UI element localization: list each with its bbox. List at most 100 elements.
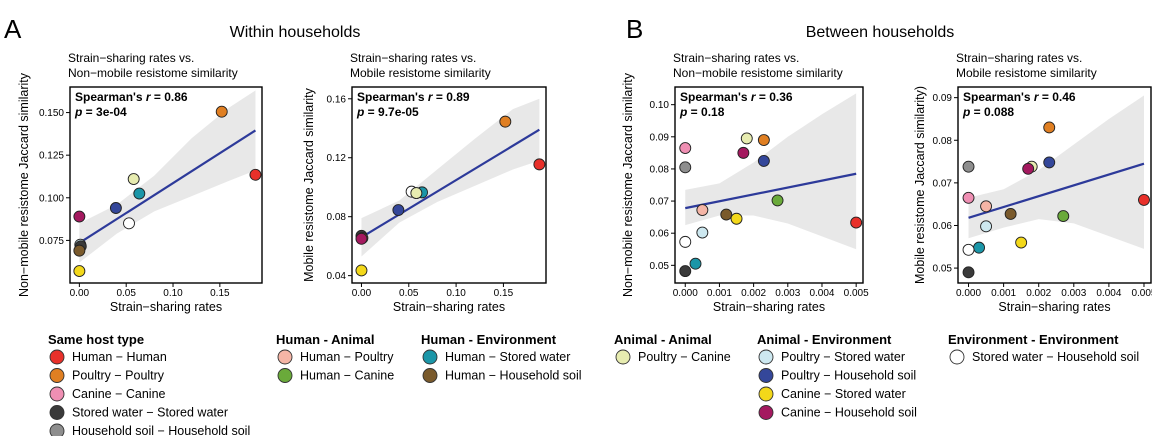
plot-frame bbox=[69, 86, 263, 284]
x-tick-label: 0.002 bbox=[741, 288, 766, 299]
legend-group-5: Animal - Environment Poultry − Stored wat… bbox=[757, 332, 917, 420]
confidence-band bbox=[361, 98, 540, 257]
y-tick-label: 0.08 bbox=[327, 212, 347, 223]
legend-swatch-hw bbox=[422, 349, 438, 365]
y-tick-label: 0.05 bbox=[650, 261, 670, 272]
regression-line bbox=[360, 128, 540, 239]
scatter-plot-1: Strain−sharing rates vs.Non−mobile resis… bbox=[17, 51, 263, 314]
regression-line bbox=[78, 129, 257, 244]
p-value: p = 0.18 bbox=[679, 105, 725, 119]
legend-group-3: Human - Environment Human − Stored water H… bbox=[421, 332, 582, 383]
legend-swatch-cc bbox=[49, 386, 65, 402]
regression-line bbox=[968, 162, 1145, 219]
legend-label-cc: Canine − Canine bbox=[72, 387, 166, 401]
p-value: p = 3e-04 bbox=[74, 105, 127, 119]
point-ps bbox=[1043, 156, 1056, 169]
x-tick-label: 0.001 bbox=[707, 288, 732, 299]
scatter-plot-4: Strain−sharing rates vs.Mobile resistome… bbox=[913, 51, 1152, 314]
plot-title-line1: Strain−sharing rates vs. bbox=[956, 51, 1082, 65]
x-tick-label: 0.15 bbox=[210, 288, 230, 299]
y-tick-label: 0.06 bbox=[650, 229, 670, 240]
plot-title-line2: Non−mobile resistome similarity bbox=[68, 66, 238, 80]
y-tick-label: 0.06 bbox=[933, 221, 953, 232]
point-cs bbox=[1022, 162, 1035, 175]
spearman-r: Spearman's r = 0.89 bbox=[357, 90, 470, 104]
legend: Same host type Human − Human Poultry − Pou… bbox=[48, 332, 1139, 436]
plot-frame bbox=[957, 86, 1152, 284]
point-cw bbox=[355, 264, 368, 277]
y-axis-label: Non−mobile resistome Jaccard similarity bbox=[621, 72, 635, 297]
legend-label-hw: Human − Stored water bbox=[445, 350, 570, 364]
point-cw bbox=[1015, 236, 1028, 249]
y-tick-label: 0.05 bbox=[933, 264, 953, 275]
point-cs bbox=[355, 232, 368, 245]
y-tick-label: 0.100 bbox=[39, 193, 64, 204]
legend-label-hp: Human − Poultry bbox=[300, 350, 394, 364]
y-tick-label: 0.09 bbox=[650, 132, 670, 143]
regression-line bbox=[685, 172, 857, 210]
y-tick-label: 0.08 bbox=[650, 164, 670, 175]
point-hh bbox=[533, 158, 546, 171]
legend-label-pw: Poultry − Stored water bbox=[781, 350, 905, 364]
panel-b-title: Between households bbox=[806, 24, 955, 41]
point-hs bbox=[73, 244, 86, 257]
legend-label-ss: Household soil − Household soil bbox=[72, 424, 250, 436]
legend-group-title: Same host type bbox=[48, 332, 144, 347]
legend-label-hh: Human − Human bbox=[72, 350, 167, 364]
panel-a-letter: A bbox=[4, 14, 22, 44]
y-tick-label: 0.09 bbox=[933, 93, 953, 104]
y-tick-label: 0.075 bbox=[39, 236, 64, 247]
x-tick-label: 0.000 bbox=[673, 288, 698, 299]
x-axis-label: Strain−sharing rates bbox=[110, 300, 222, 314]
legend-group-1: Same host type Human − Human Poultry − Pou… bbox=[48, 332, 250, 436]
plot-title-line1: Strain−sharing rates vs. bbox=[673, 51, 799, 65]
x-tick-label: 0.10 bbox=[163, 288, 183, 299]
legend-label-ws: Stored water − Household soil bbox=[972, 350, 1139, 364]
point-cs bbox=[737, 146, 750, 159]
legend-group-title: Human - Animal bbox=[276, 332, 374, 347]
point-hh bbox=[850, 216, 863, 229]
point-ps bbox=[757, 154, 770, 167]
point-ws bbox=[679, 235, 692, 248]
point-hh bbox=[249, 168, 262, 181]
spearman-r: Spearman's r = 0.86 bbox=[75, 90, 188, 104]
legend-swatch-ww bbox=[49, 405, 65, 420]
point-ws bbox=[123, 217, 135, 230]
panel-b-letter: B bbox=[626, 14, 643, 44]
legend-group-title: Human - Environment bbox=[421, 332, 557, 347]
legend-swatch-hc bbox=[277, 368, 293, 383]
plot-title-line2: Mobile resistome similarity bbox=[956, 66, 1097, 80]
legend-group-title: Animal - Environment bbox=[757, 332, 892, 347]
confidence-band bbox=[79, 90, 256, 263]
legend-swatch-pc bbox=[615, 349, 631, 365]
y-axis-label: Mobile resistome Jaccard similarity bbox=[302, 87, 316, 282]
p-value: p = 0.088 bbox=[962, 105, 1014, 119]
legend-label-cs: Canine − Household soil bbox=[781, 406, 917, 420]
x-axis-label: Strain−sharing rates bbox=[713, 300, 825, 314]
x-tick-label: 0.000 bbox=[956, 288, 981, 299]
point-hw bbox=[973, 241, 986, 254]
p-value: p = 9.7e-05 bbox=[356, 105, 419, 119]
plot-title-line1: Strain−sharing rates vs. bbox=[350, 51, 476, 65]
plot-title-line2: Non−mobile resistome similarity bbox=[673, 66, 843, 80]
point-hp bbox=[696, 204, 709, 217]
legend-label-pc: Poultry − Canine bbox=[638, 350, 731, 364]
point-ps bbox=[392, 204, 405, 217]
point-ss bbox=[679, 161, 692, 174]
x-tick-label: 0.004 bbox=[1096, 288, 1121, 299]
legend-group-4: Animal - Animal Poultry − Canine bbox=[614, 332, 731, 365]
scatter-plot-3: Strain−sharing rates vs.Non−mobile resis… bbox=[621, 51, 869, 314]
point-pp bbox=[499, 115, 512, 128]
y-tick-label: 0.16 bbox=[327, 94, 347, 105]
x-tick-label: 0.003 bbox=[775, 288, 800, 299]
x-tick-label: 0.05 bbox=[399, 288, 419, 299]
legend-swatch-ps bbox=[758, 368, 774, 383]
y-tick-label: 0.150 bbox=[39, 108, 64, 119]
point-hw bbox=[133, 187, 146, 200]
point-pp bbox=[215, 105, 228, 118]
point-ps bbox=[109, 202, 122, 214]
point-hc bbox=[771, 194, 784, 207]
point-hp bbox=[980, 200, 993, 213]
y-tick-label: 0.04 bbox=[327, 271, 347, 282]
